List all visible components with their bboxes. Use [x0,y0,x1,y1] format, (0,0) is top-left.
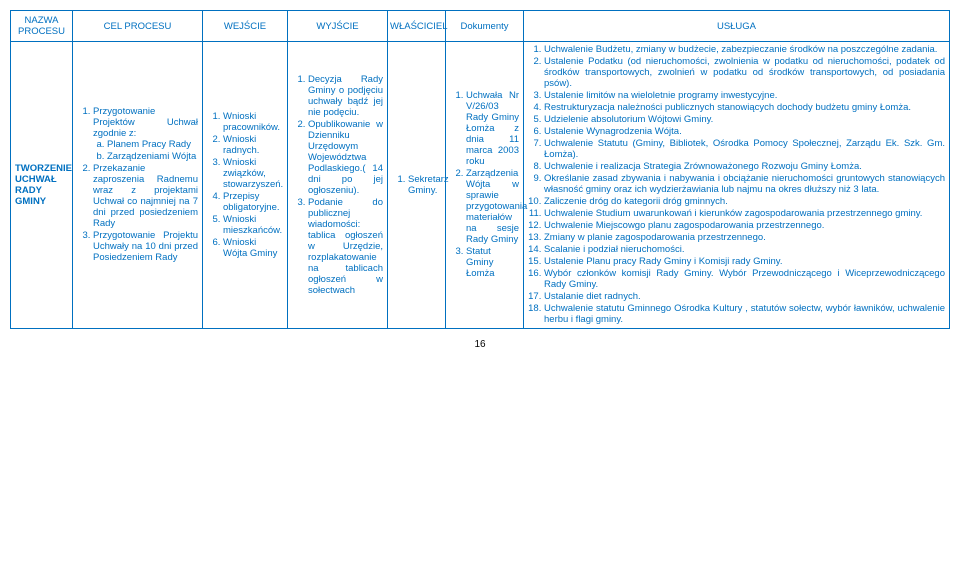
wej-2: Wnioski radnych. [223,134,283,156]
header-row: NAZWA PROCESU CEL PROCESU WEJŚCIE WYJŚCI… [11,11,950,42]
h-cel: CEL PROCESU [73,11,203,42]
usl-12: Uchwalenie Miejscowgo planu zagospodarow… [544,220,945,231]
h-nazwa: NAZWA PROCESU [11,11,73,42]
cell-dokumenty: Uchwała Nr V/26/03 Rady Gminy Łomża z dn… [446,42,524,329]
usl-17: Ustalanie diet radnych. [544,291,945,302]
cell-nazwa: TWORZENIE UCHWAŁ RADY GMINY [11,42,73,329]
dok-2: Zarządzenia Wójta w sprawie przygotowani… [466,168,519,245]
dok-1: Uchwała Nr V/26/03 Rady Gminy Łomża z dn… [466,90,519,167]
wyj-2: Opublikowanie w Dzienniku Urzędowym Woje… [308,119,383,196]
usl-8: Uchwalenie i realizacja Strategia Zrówno… [544,161,945,172]
h-wejscie: WEJŚCIE [203,11,288,42]
usl-7: Uchwalenie Statutu (Gminy, Bibliotek, Oś… [544,138,945,160]
usl-4: Restrukturyzacja należności publicznych … [544,102,945,113]
cell-wlasciciel: Sekretarz Gminy. [388,42,446,329]
cel-1b: Zarządzeniami Wójta [107,151,198,162]
wej-3: Wnioski związków, stowarzyszeń. [223,157,283,190]
wej-6: Wnioski Wójta Gminy [223,237,283,259]
wej-5: Wnioski mieszkańców. [223,214,283,236]
cell-usluga: Uchwalenie Budżetu, zmiany w budżecie, z… [524,42,950,329]
cel-2: Przekazanie zaproszenia Radnemu wraz z p… [93,163,198,229]
usl-3: Ustalenie limitów na wieloletnie program… [544,90,945,101]
usl-11: Uchwalenie Studium uwarunkowań i kierunk… [544,208,945,219]
wej-1: Wnioski pracowników. [223,111,283,133]
wej-4: Przepisy obligatoryjne. [223,191,283,213]
usl-10: Zaliczenie dróg do kategorii dróg gminny… [544,196,945,207]
cell-wyjscie: Decyzja Rady Gminy o podjęciu uchwały bą… [288,42,388,329]
wyj-3: Podanie do publicznej wiadomości: tablic… [308,197,383,296]
cel-3: Przygotowanie Projektu Uchwały na 10 dni… [93,230,198,263]
usl-14: Scalanie i podział nieruchomości. [544,244,945,255]
h-dokumenty: Dokumenty [446,11,524,42]
page-number: 16 [10,339,950,350]
wyj-1: Decyzja Rady Gminy o podjęciu uchwały bą… [308,74,383,118]
usl-6: Ustalenie Wynagrodzenia Wójta. [544,126,945,137]
usl-9: Określanie zasad zbywania i nabywania i … [544,173,945,195]
h-wlasciciel: WŁAŚCICIEL [388,11,446,42]
cel-1: Przygotowanie Projektów Uchwał zgodnie z… [93,106,198,139]
usl-1: Uchwalenie Budżetu, zmiany w budżecie, z… [544,44,945,55]
usl-15: Ustalenie Planu pracy Rady Gminy i Komis… [544,256,945,267]
usl-18: Uchwalenie statutu Gminnego Ośrodka Kult… [544,303,945,325]
cel-1a: Planem Pracy Rady [107,139,198,150]
table-row: TWORZENIE UCHWAŁ RADY GMINY Przygotowani… [11,42,950,329]
wla-1: Sekretarz Gminy. [408,174,441,196]
cell-wejscie: Wnioski pracowników. Wnioski radnych. Wn… [203,42,288,329]
dok-3: Statut Gminy Łomża [466,246,519,279]
h-usluga: USŁUGA [524,11,950,42]
h-wyjscie: WYJŚCIE [288,11,388,42]
usl-16: Wybór członków komisji Rady Gminy. Wybór… [544,268,945,290]
usl-5: Udzielenie absolutorium Wójtowi Gminy. [544,114,945,125]
process-table: NAZWA PROCESU CEL PROCESU WEJŚCIE WYJŚCI… [10,10,950,329]
usl-2: Ustalenie Podatku (od nieruchomości, zwo… [544,56,945,89]
cell-cel: Przygotowanie Projektów Uchwał zgodnie z… [73,42,203,329]
usl-13: Zmiany w planie zagospodarowania przestr… [544,232,945,243]
